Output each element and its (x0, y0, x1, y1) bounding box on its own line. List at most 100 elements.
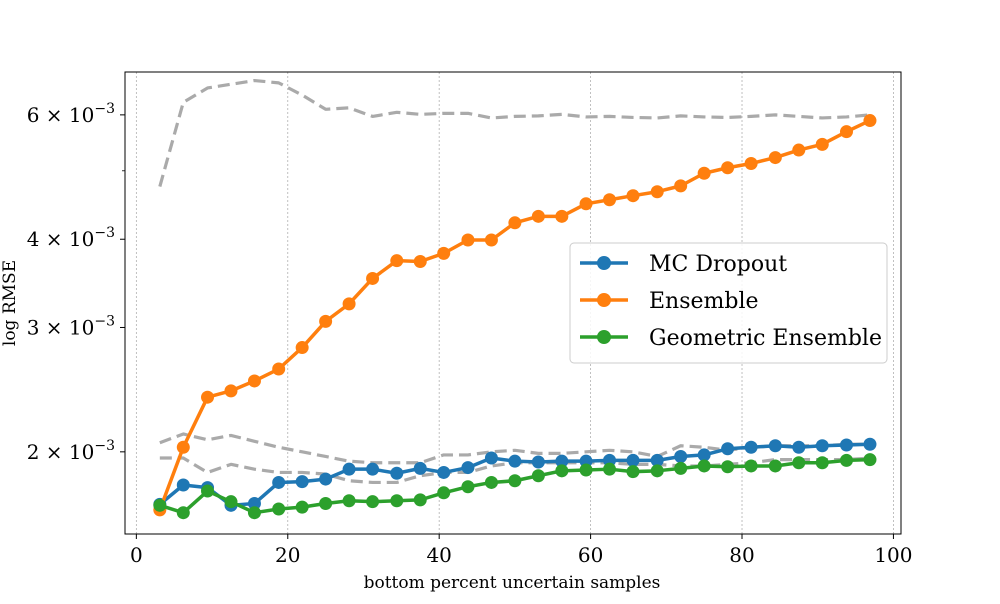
data-point-ensemble (413, 254, 427, 268)
x-tick-label: 80 (729, 543, 754, 567)
data-point-geometric-ensemble (461, 480, 475, 494)
data-point-ensemble (579, 197, 593, 211)
legend: MC Dropout Ensemble Geometric Ensemble (569, 242, 888, 364)
data-point-mc-dropout (863, 437, 877, 451)
y-tick-label: 6 × 10−3 (27, 101, 115, 127)
data-point-geometric-ensemble (674, 461, 688, 475)
legend-marker-geometric-ensemble (597, 330, 611, 344)
data-point-mc-dropout (744, 440, 758, 454)
legend-label-ensemble: Ensemble (649, 289, 759, 314)
data-point-ensemble (224, 384, 238, 398)
data-point-ensemble (366, 271, 380, 285)
data-point-ensemble (555, 209, 569, 223)
x-tick-label: 40 (426, 543, 451, 567)
plot-frame (124, 71, 902, 535)
data-point-geometric-ensemble (342, 494, 356, 508)
data-point-geometric-ensemble (437, 486, 451, 500)
data-point-mc-dropout (508, 454, 522, 468)
data-point-mc-dropout (792, 440, 806, 454)
data-point-mc-dropout (650, 453, 664, 467)
data-point-ensemble (484, 233, 498, 247)
y-tick-exponent: −3 (94, 225, 115, 241)
data-point-mc-dropout (674, 449, 688, 463)
legend-label-geometric-ensemble: Geometric Ensemble (649, 326, 882, 351)
data-point-mc-dropout (413, 461, 427, 475)
data-point-mc-dropout (768, 439, 782, 453)
data-point-ensemble (319, 314, 333, 328)
data-point-ensemble (721, 161, 735, 175)
data-point-ensemble (792, 143, 806, 157)
x-axis-label: bottom percent uncertain samples (364, 573, 661, 593)
data-point-geometric-ensemble (201, 484, 215, 498)
data-point-geometric-ensemble (508, 474, 522, 488)
data-point-mc-dropout (721, 442, 735, 456)
data-point-ensemble (839, 125, 853, 139)
data-point-ensemble (674, 179, 688, 193)
data-point-geometric-ensemble (153, 498, 167, 512)
data-point-geometric-ensemble (603, 462, 617, 476)
data-point-geometric-ensemble (650, 464, 664, 478)
data-point-geometric-ensemble (815, 456, 829, 470)
data-point-ensemble (531, 209, 545, 223)
y-tick-mantissa: 2 × 10 (27, 440, 95, 464)
data-point-geometric-ensemble (744, 459, 758, 473)
data-point-geometric-ensemble (484, 475, 498, 489)
data-point-geometric-ensemble (863, 453, 877, 467)
y-tick-label: 3 × 10−3 (27, 313, 115, 339)
x-tick-label: 100 (874, 543, 912, 567)
y-tick-mantissa: 6 × 10 (27, 103, 95, 127)
data-point-ensemble (461, 233, 475, 247)
data-point-ensemble (295, 341, 309, 355)
data-point-mc-dropout (366, 462, 380, 476)
data-point-geometric-ensemble (319, 496, 333, 510)
data-point-mc-dropout (555, 454, 569, 468)
y-tick-exponent: −3 (94, 313, 115, 329)
data-point-geometric-ensemble (366, 495, 380, 509)
data-point-mc-dropout (319, 472, 333, 486)
data-point-mc-dropout (342, 462, 356, 476)
data-point-geometric-ensemble (272, 502, 286, 516)
data-point-geometric-ensemble (531, 469, 545, 483)
data-point-mc-dropout (815, 439, 829, 453)
data-point-mc-dropout (437, 465, 451, 479)
data-point-ensemble (815, 137, 829, 151)
data-point-mc-dropout (484, 451, 498, 465)
data-point-geometric-ensemble (626, 465, 640, 479)
data-point-geometric-ensemble (792, 456, 806, 470)
data-point-ensemble (603, 193, 617, 207)
data-point-ensemble (863, 114, 877, 128)
data-point-geometric-ensemble (579, 463, 593, 477)
y-tick-mantissa: 3 × 10 (27, 315, 95, 339)
series-lines (153, 114, 877, 520)
legend-label-mc-dropout: MC Dropout (649, 252, 787, 277)
data-point-ensemble (176, 440, 190, 454)
y-axis-label: log RMSE (0, 260, 20, 346)
data-point-ensemble (390, 254, 404, 268)
data-point-mc-dropout (531, 455, 545, 469)
y-tick-exponent: −3 (94, 438, 115, 454)
data-point-geometric-ensemble (390, 494, 404, 508)
data-point-ensemble (768, 151, 782, 165)
y-tick-mantissa: 4 × 10 (27, 227, 95, 251)
data-point-geometric-ensemble (721, 460, 735, 474)
x-tick-label: 60 (578, 543, 603, 567)
data-point-mc-dropout (390, 466, 404, 480)
y-tick-label: 2 × 10−3 (27, 438, 115, 464)
data-point-mc-dropout (461, 461, 475, 475)
data-point-ensemble (201, 390, 215, 404)
legend-marker-ensemble (597, 293, 611, 307)
y-tick-label: 4 × 10−3 (27, 225, 115, 251)
data-point-ensemble (744, 157, 758, 171)
legend-marker-mc-dropout (597, 256, 611, 270)
reference-line-1 (158, 78, 871, 187)
data-point-ensemble (697, 166, 711, 180)
data-point-ensemble (508, 216, 522, 230)
data-point-ensemble (247, 374, 261, 388)
data-point-geometric-ensemble (295, 500, 309, 514)
data-point-mc-dropout (272, 475, 286, 489)
data-point-mc-dropout (697, 448, 711, 462)
data-point-geometric-ensemble (176, 506, 190, 520)
